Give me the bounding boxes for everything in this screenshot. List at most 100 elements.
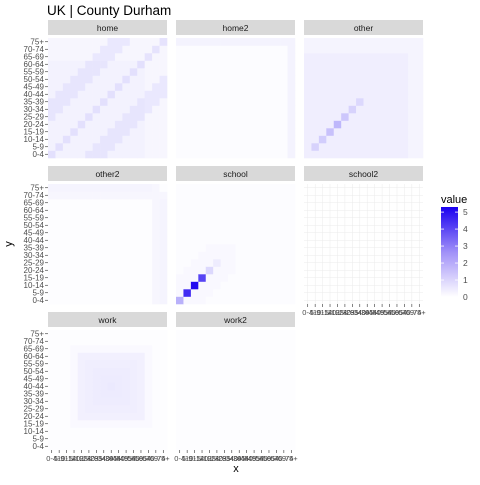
- heatmap-cell: [415, 113, 424, 121]
- heatmap-cell: [144, 259, 153, 267]
- y-tick-label: 15-19: [24, 128, 45, 137]
- heatmap-cell: [326, 68, 335, 76]
- heatmap-cell: [287, 53, 296, 61]
- heatmap-cell: [228, 435, 236, 443]
- heatmap-cell: [122, 236, 131, 245]
- heatmap-cell: [198, 397, 207, 406]
- heatmap-cell: [205, 274, 214, 282]
- heatmap-cell: [341, 75, 349, 84]
- heatmap-cell: [385, 105, 394, 114]
- heatmap-cell: [272, 427, 281, 436]
- heatmap-cell: [198, 68, 207, 76]
- heatmap-cell: [55, 345, 64, 353]
- heatmap-cell: [122, 83, 131, 91]
- heatmap-cell: [55, 427, 64, 436]
- heatmap-cell: [257, 244, 266, 252]
- heatmap-cell: [242, 206, 251, 215]
- heatmap-cell: [144, 206, 153, 215]
- heatmap-cell: [48, 120, 56, 129]
- heatmap-cell: [235, 90, 244, 99]
- heatmap-cell: [257, 236, 266, 245]
- heatmap-cell: [348, 45, 357, 54]
- heatmap-cell: [213, 296, 221, 305]
- heatmap-cell: [205, 405, 214, 413]
- heatmap-cell: [144, 45, 153, 54]
- heatmap-cell: [257, 397, 266, 406]
- heatmap-cell: [220, 143, 229, 151]
- heatmap-cell: [62, 191, 71, 200]
- heatmap-cell: [242, 75, 251, 84]
- heatmap-cell: [213, 427, 221, 436]
- heatmap-cell: [144, 135, 153, 144]
- heatmap-cell: [257, 259, 266, 267]
- heatmap-cell: [107, 442, 116, 451]
- heatmap-cell: [311, 60, 320, 69]
- heatmap-cell: [137, 229, 145, 237]
- heatmap-cell: [265, 60, 273, 69]
- heatmap-cell: [265, 143, 273, 151]
- heatmap-cell: [159, 337, 168, 346]
- heatmap-cell: [242, 420, 251, 428]
- heatmap-cell: [77, 390, 86, 398]
- y-tick-label: 75+: [30, 38, 44, 47]
- heatmap-cell: [205, 337, 214, 346]
- heatmap-cell: [393, 113, 401, 121]
- heatmap-cell: [48, 427, 56, 436]
- heatmap-cell: [85, 68, 93, 76]
- y-tick-label: 40-44: [24, 382, 45, 391]
- heatmap-cell: [356, 150, 364, 159]
- heatmap-cell: [257, 113, 266, 121]
- heatmap-cell: [92, 90, 101, 99]
- heatmap-cell: [159, 68, 168, 76]
- heatmap-cell: [144, 90, 153, 99]
- heatmap-cell: [415, 83, 424, 91]
- heatmap-cell: [77, 281, 86, 290]
- heatmap-cell: [198, 420, 207, 428]
- heatmap-cell: [242, 397, 251, 406]
- heatmap-cell: [176, 420, 184, 428]
- heatmap-cell: [137, 345, 145, 353]
- heatmap-cell: [205, 360, 214, 368]
- heatmap-cell: [235, 405, 244, 413]
- heatmap-cell: [92, 360, 101, 368]
- heatmap-cell: [107, 60, 116, 69]
- heatmap-cell: [122, 221, 131, 230]
- heatmap-cell: [415, 150, 424, 159]
- heatmap-cell: [228, 199, 236, 207]
- heatmap-cell: [70, 251, 79, 260]
- heatmap-cell: [77, 337, 86, 346]
- heatmap-cell: [152, 330, 160, 338]
- heatmap-cell: [220, 105, 229, 114]
- heatmap-cell: [213, 412, 221, 421]
- heatmap-cell: [228, 289, 236, 297]
- heatmap-cell: [228, 281, 236, 290]
- heatmap-cell: [55, 98, 64, 106]
- heatmap-cell: [250, 251, 259, 260]
- heatmap-cell: [62, 390, 71, 398]
- heatmap-cell: [356, 45, 364, 54]
- heatmap-cell: [250, 412, 259, 421]
- heatmap-cell: [250, 435, 259, 443]
- heatmap-cell: [272, 105, 281, 114]
- heatmap-cell: [129, 53, 138, 61]
- heatmap-cell: [190, 150, 199, 159]
- heatmap-cell: [257, 128, 266, 136]
- heatmap-cell: [183, 397, 192, 406]
- panel-strip-label: home: [97, 23, 119, 33]
- heatmap-cell: [55, 289, 64, 297]
- heatmap-cell: [114, 105, 123, 114]
- heatmap-cell: [183, 442, 192, 451]
- heatmap-cell: [129, 345, 138, 353]
- heatmap-cell: [280, 191, 288, 200]
- heatmap-cell: [272, 382, 281, 391]
- heatmap-cell: [326, 135, 335, 144]
- heatmap-cell: [220, 427, 229, 436]
- heatmap-cell: [85, 435, 93, 443]
- heatmap-cell: [152, 266, 160, 275]
- heatmap-cell: [242, 98, 251, 106]
- heatmap-cell: [235, 360, 244, 368]
- heatmap-cell: [242, 128, 251, 136]
- heatmap-cell: [144, 244, 153, 252]
- x-tick-label: 70-74: [274, 454, 293, 463]
- heatmap-cell: [333, 45, 342, 54]
